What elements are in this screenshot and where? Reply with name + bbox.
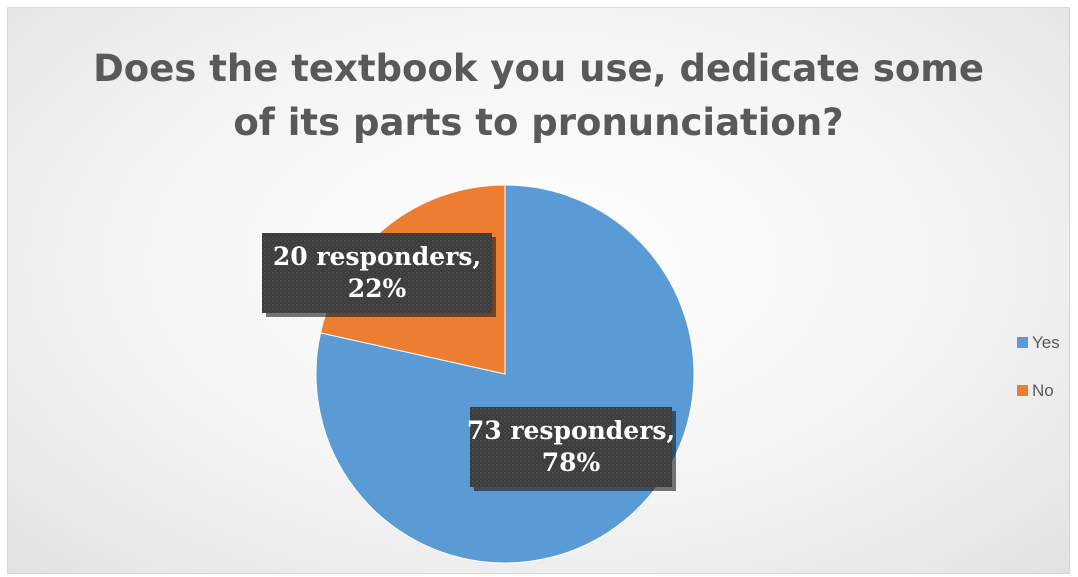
data-label-no: 20 responders, 22% [262, 233, 496, 317]
data-label-line: 20 responders, [273, 242, 481, 271]
chart-title: Does the textbook you use, dedicate some… [8, 42, 1069, 150]
data-label-line: 22% [348, 274, 407, 303]
legend-item-no: No [1017, 381, 1054, 400]
chart-title-line-2: of its parts to pronunciation? [233, 101, 844, 144]
data-label-line: 78% [542, 448, 601, 477]
data-label-box [262, 233, 492, 313]
data-label-box [470, 407, 672, 487]
legend-label: No [1032, 381, 1054, 400]
data-label-line: 73 responders, [467, 416, 675, 445]
chart-title-line-1: Does the textbook you use, dedicate some [93, 47, 984, 90]
data-label-yes: 73 responders, 78% [467, 407, 676, 491]
legend-item-yes: Yes [1017, 333, 1060, 352]
pie-chart: 73 responders, 78% 20 responders, 22% Yes No [262, 184, 1060, 564]
legend-swatch [1017, 385, 1028, 396]
chart-area: Does the textbook you use, dedicate some… [7, 7, 1070, 574]
legend-label: Yes [1032, 333, 1060, 352]
legend-swatch [1017, 337, 1028, 348]
